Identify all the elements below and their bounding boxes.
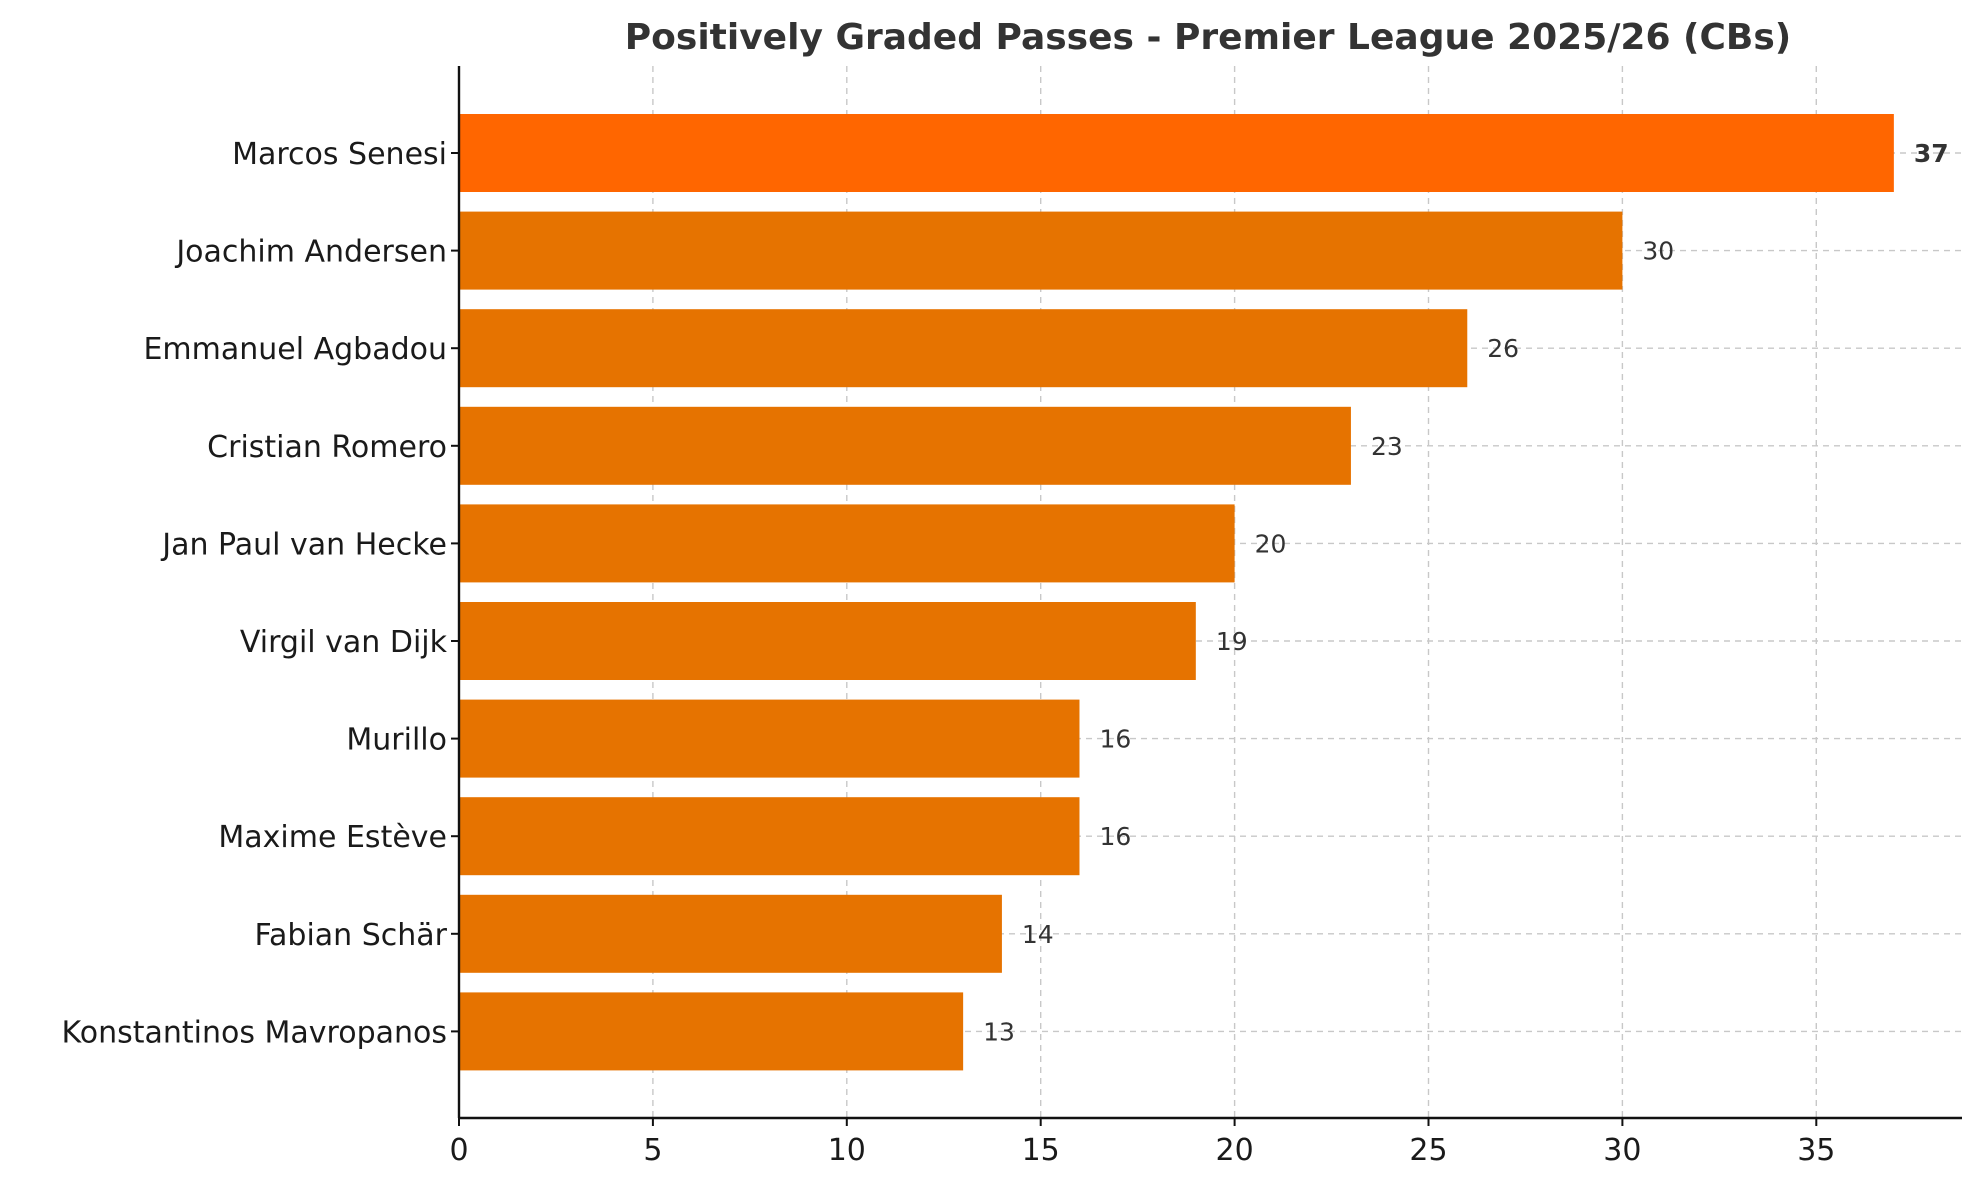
value-label: 26 <box>1487 334 1519 363</box>
value-labels: 37 30 26 23 20 19 16 16 14 13 <box>983 139 1949 1046</box>
axes: 0 5 10 15 20 25 30 35 <box>449 66 1962 1168</box>
bar <box>459 894 1002 973</box>
x-tick-label: 10 <box>828 1133 866 1168</box>
bar <box>459 992 964 1071</box>
bar <box>459 309 1468 388</box>
category-label: Jan Paul van Hecke <box>160 527 447 562</box>
category-label: Joachim Andersen <box>174 235 447 270</box>
x-tick-label: 35 <box>1797 1133 1835 1168</box>
value-label: 20 <box>1255 529 1287 558</box>
category-label: Cristian Romero <box>207 430 447 465</box>
bars <box>459 114 1894 1071</box>
chart-title: Positively Graded Passes - Premier Leagu… <box>625 17 1791 58</box>
x-tick-label: 5 <box>643 1133 662 1168</box>
bar <box>459 797 1080 876</box>
value-label: 23 <box>1371 432 1403 461</box>
category-labels: Marcos Senesi Joachim Andersen Emmanuel Ag… <box>62 137 448 1050</box>
value-label: 19 <box>1216 627 1248 656</box>
value-label: 16 <box>1099 822 1131 851</box>
category-label: Konstantinos Mavropanos <box>62 1015 447 1050</box>
x-tick-label: 20 <box>1216 1133 1254 1168</box>
category-label: Murillo <box>346 723 447 758</box>
bar <box>459 406 1351 485</box>
x-tick-label: 25 <box>1409 1133 1447 1168</box>
bar <box>459 114 1894 192</box>
x-tick-label: 0 <box>449 1133 468 1168</box>
bar <box>459 699 1080 778</box>
value-label: 37 <box>1914 139 1949 168</box>
x-tick-label: 15 <box>1022 1133 1060 1168</box>
category-label: Maxime Estève <box>218 820 447 855</box>
value-label: 30 <box>1642 237 1674 266</box>
value-label: 13 <box>983 1017 1015 1046</box>
value-label: 14 <box>1022 920 1054 949</box>
bar <box>459 602 1196 680</box>
category-label: Marcos Senesi <box>232 137 447 172</box>
x-tick-label: 30 <box>1603 1133 1641 1168</box>
value-label: 16 <box>1099 725 1131 754</box>
category-label: Fabian Schär <box>255 918 448 953</box>
bar <box>459 211 1623 290</box>
bar <box>459 504 1235 583</box>
category-label: Virgil van Dijk <box>240 625 448 660</box>
category-label: Emmanuel Agbadou <box>143 332 447 367</box>
